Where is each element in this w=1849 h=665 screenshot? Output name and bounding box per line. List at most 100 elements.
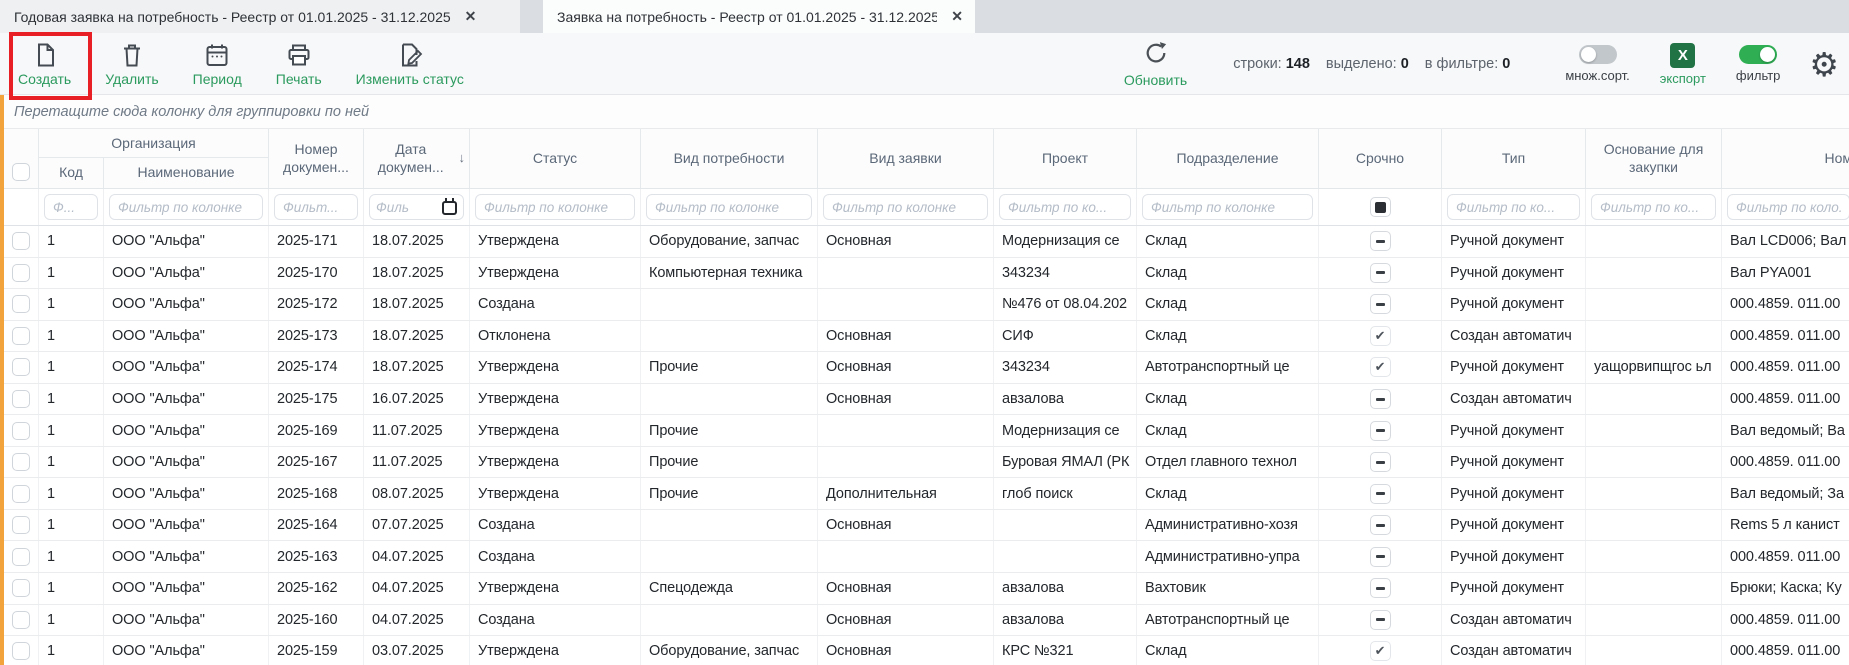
table-row[interactable]: 1 ООО "Альфа" 2025-174 18.07.2025 Утверждена… [4, 352, 1849, 384]
filter-number-input[interactable] [274, 194, 358, 220]
table-row[interactable]: 1 ООО "Альфа" 2025-162 04.07.2025 Утверждена… [4, 573, 1849, 605]
col-header-code[interactable]: Код [39, 158, 104, 188]
cell-project: авзалова [994, 383, 1137, 415]
row-checkbox[interactable] [12, 484, 30, 503]
row-checkbox[interactable] [12, 421, 30, 440]
urgent-filter-checkbox[interactable] [1369, 197, 1391, 217]
filter-need-type-input[interactable] [646, 194, 812, 220]
col-header-project[interactable]: Проект [994, 129, 1137, 188]
filter-department-input[interactable] [1142, 194, 1313, 220]
filter-code-input[interactable] [44, 194, 98, 220]
row-checkbox[interactable] [12, 610, 30, 629]
cell-cb [4, 478, 39, 509]
table-row[interactable]: 1 ООО "Альфа" 2025-163 04.07.2025 Создана Адм… [4, 541, 1849, 574]
cell-project: 343234 [994, 257, 1137, 289]
group-by-dropzone[interactable]: Перетащите сюда колонку для группировки … [4, 95, 1849, 129]
cell-type: Ручной документ [1442, 352, 1586, 383]
multisort-label: множ.сорт. [1565, 68, 1630, 83]
cell-name: ООО "Альфа" [104, 604, 269, 636]
multisort-toggle[interactable]: множ.сорт. [1565, 45, 1630, 83]
row-checkbox[interactable] [12, 453, 30, 472]
cell-cb [4, 446, 39, 478]
urgent-dash-icon [1369, 294, 1391, 315]
cell-nomen: 000.4859. 011.00 [1722, 384, 1849, 415]
sort-desc-icon[interactable]: ↓ [458, 150, 466, 166]
col-header-type[interactable]: Тип [1442, 129, 1586, 188]
period-button[interactable]: Период [193, 42, 242, 87]
table-row[interactable]: 1 ООО "Альфа" 2025-164 07.07.2025 Создана Осн… [4, 509, 1849, 542]
table-row[interactable]: 1 ООО "Альфа" 2025-168 08.07.2025 Утверждена… [4, 478, 1849, 510]
registry-grid: Перетащите сюда колонку для группировки … [0, 95, 1849, 665]
create-button[interactable]: Создать [18, 42, 71, 87]
close-icon[interactable]: ✕ [464, 8, 477, 24]
table-row[interactable]: 1 ООО "Альфа" 2025-159 03.07.2025 Утверждена… [4, 636, 1849, 665]
calendar-icon[interactable] [442, 198, 457, 215]
filter-name-input[interactable] [109, 194, 263, 220]
cell-code: 1 [39, 509, 104, 541]
toggle-on-icon[interactable] [1739, 45, 1778, 64]
table-row[interactable]: 1 ООО "Альфа" 2025-170 18.07.2025 Утверждена… [4, 257, 1849, 290]
toggle-off-icon[interactable] [1578, 45, 1617, 64]
row-checkbox[interactable] [12, 295, 30, 314]
cell-number: 2025-163 [269, 541, 364, 573]
col-header-urgent[interactable]: Срочно [1319, 129, 1442, 188]
print-button[interactable]: Печать [276, 42, 322, 87]
col-header-need-type[interactable]: Вид потребности [641, 129, 818, 188]
cell-status: Утверждена [470, 226, 641, 257]
col-header-organization[interactable]: Организация [39, 129, 269, 158]
filter-purchase-basis-input[interactable] [1591, 194, 1716, 220]
row-checkbox[interactable] [12, 516, 30, 535]
close-icon[interactable]: ✕ [951, 8, 963, 24]
row-checkbox[interactable] [12, 232, 30, 251]
cell-date: 11.07.2025 [364, 415, 470, 446]
col-header-name[interactable]: Наименование [104, 158, 269, 188]
row-checkbox[interactable] [12, 263, 30, 282]
refresh-button[interactable]: Обновить [1124, 41, 1187, 88]
settings-gear-icon[interactable]: ⚙ [1809, 45, 1839, 83]
row-checkbox[interactable] [12, 390, 30, 408]
row-checkbox[interactable] [12, 579, 30, 598]
filter-type-input[interactable] [1447, 194, 1580, 220]
cell-req [818, 257, 994, 289]
filter-toggle[interactable]: фильтр [1736, 45, 1780, 83]
row-checkbox[interactable] [12, 547, 30, 566]
col-header-nomenclature[interactable]: Номенклатура [1722, 129, 1849, 188]
table-row[interactable]: 1 ООО "Альфа" 2025-173 18.07.2025 Отклонена О… [4, 320, 1849, 353]
filter-project-input[interactable] [999, 194, 1131, 220]
row-checkbox[interactable] [12, 326, 30, 345]
col-header-department[interactable]: Подразделение [1137, 129, 1319, 188]
cell-urgent [1319, 415, 1442, 446]
table-row[interactable]: 1 ООО "Альфа" 2025-169 11.07.2025 Утверждена… [4, 415, 1849, 447]
col-header-request-type[interactable]: Вид заявки [818, 129, 994, 188]
cell-dept: Склад [1137, 383, 1319, 415]
cell-name: ООО "Альфа" [104, 478, 269, 509]
col-header-purchase-basis[interactable]: Основание для закупки [1586, 129, 1722, 188]
col-header-status[interactable]: Статус [470, 129, 641, 188]
cell-nomen: 000.4859. 011.00 [1722, 541, 1849, 572]
table-row[interactable]: 1 ООО "Альфа" 2025-175 16.07.2025 Утверждена… [4, 383, 1849, 416]
table-row[interactable]: 1 ООО "Альфа" 2025-172 18.07.2025 Создана №47… [4, 289, 1849, 321]
col-header-date[interactable]: Дата докумен... ↓ [364, 129, 470, 188]
table-row[interactable]: 1 ООО "Альфа" 2025-167 11.07.2025 Утверждена… [4, 446, 1849, 479]
delete-button[interactable]: Удалить [105, 42, 159, 87]
cell-code: 1 [39, 478, 104, 509]
cell-name: ООО "Альфа" [104, 446, 269, 478]
filter-date-input[interactable] [372, 196, 442, 218]
table-row[interactable]: 1 ООО "Альфа" 2025-160 04.07.2025 Создана Осн… [4, 604, 1849, 637]
row-checkbox[interactable] [12, 642, 30, 661]
cell-number: 2025-174 [269, 352, 364, 383]
filter-nomenclature-input[interactable] [1727, 194, 1849, 220]
tab-request-registry[interactable]: Заявка на потребность - Реестр от 01.01.… [543, 0, 975, 33]
tab-annual-request-registry[interactable]: Годовая заявка на потребность - Реестр о… [0, 0, 520, 33]
cell-nomen: 000.4859. 011.00 [1722, 447, 1849, 478]
cell-status: Утверждена [470, 478, 641, 509]
export-button[interactable]: X экспорт [1660, 42, 1706, 86]
filter-status-input[interactable] [475, 194, 635, 220]
filter-request-type-input[interactable] [823, 194, 988, 220]
col-header-number[interactable]: Номер докумен... [269, 129, 364, 188]
row-checkbox[interactable] [12, 358, 30, 377]
select-all-checkbox[interactable] [12, 162, 30, 181]
change-status-button[interactable]: Изменить статус [356, 42, 464, 87]
cell-nomen: Вал ведомый; Ва [1722, 415, 1849, 446]
table-row[interactable]: 1 ООО "Альфа" 2025-171 18.07.2025 Утверждена… [4, 226, 1849, 258]
